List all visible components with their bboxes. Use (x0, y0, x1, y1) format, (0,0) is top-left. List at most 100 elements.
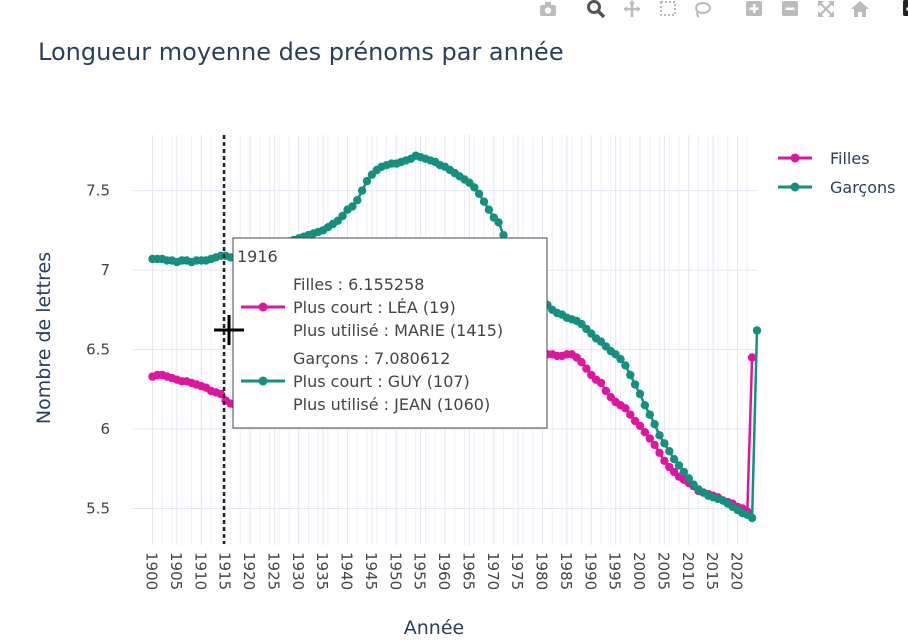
data-point[interactable] (645, 434, 654, 443)
data-point[interactable] (484, 205, 494, 214)
legend-marker-garcons (790, 182, 800, 192)
data-point[interactable] (665, 447, 674, 456)
x-tick-label: 1905 (167, 552, 185, 590)
legend-label-garcons: Garçons (830, 178, 896, 197)
x-tick-label: 1975 (508, 552, 526, 590)
y-tick-label: 5.5 (86, 499, 110, 517)
x-tick-label: 1960 (435, 552, 453, 590)
data-point[interactable] (577, 358, 586, 367)
x-tick-label: 1915 (216, 552, 234, 590)
x-tick-label: 1970 (484, 552, 502, 590)
x-tick-label: 1955 (411, 552, 429, 590)
data-point[interactable] (674, 461, 684, 470)
x-tick-label: 1965 (459, 552, 477, 590)
data-point[interactable] (650, 420, 659, 429)
x-axis-title: Année (404, 617, 464, 639)
data-point[interactable] (660, 439, 669, 448)
data-point[interactable] (640, 401, 650, 410)
data-point[interactable] (357, 186, 367, 195)
data-point[interactable] (679, 467, 689, 477)
camera-icon[interactable] (538, 0, 558, 18)
data-point[interactable] (470, 183, 479, 192)
data-point[interactable] (616, 354, 625, 364)
data-point[interactable] (747, 513, 757, 523)
data-point[interactable] (655, 431, 664, 440)
data-point[interactable] (338, 211, 347, 221)
data-point[interactable] (635, 389, 645, 399)
tooltip-year: 1916 (237, 247, 278, 266)
x-tick-label: 1910 (191, 552, 209, 590)
legend-item-filles[interactable]: Filles (778, 149, 870, 168)
chart-title: Longueur moyenne des prénoms par année (38, 38, 564, 66)
data-point[interactable] (660, 456, 669, 465)
y-tick-label: 7 (100, 261, 110, 279)
data-point[interactable] (655, 448, 664, 457)
x-tick-label: 2010 (679, 552, 697, 590)
tooltip-filles-shortest: Plus court : LÉA (19) (293, 298, 456, 317)
y-tick-label: 6.5 (86, 341, 110, 359)
data-point[interactable] (601, 386, 611, 396)
data-point[interactable] (650, 440, 659, 450)
axis-ticks: 1900 1905 1910 1915 1920 1925 1930 1935 1940 1945… (86, 182, 745, 591)
data-point[interactable] (494, 218, 503, 227)
tooltip-box (232, 237, 548, 429)
home-icon[interactable] (850, 0, 870, 18)
plotly-logo-icon[interactable] (898, 0, 908, 18)
x-tick-label: 1995 (606, 552, 624, 590)
pan-icon[interactable] (622, 0, 642, 18)
x-tick-label: 1990 (581, 552, 599, 590)
tooltip-garcons-shortest: Plus court : GUY (107) (293, 372, 470, 391)
data-point[interactable] (635, 421, 645, 430)
data-point[interactable] (640, 428, 650, 437)
data-point[interactable] (626, 370, 635, 380)
x-tick-label: 1940 (338, 552, 356, 590)
legend-item-garcons[interactable]: Garçons (778, 178, 896, 197)
x-tick-label: 2015 (703, 552, 721, 590)
legend-marker-filles (790, 153, 800, 163)
data-point[interactable] (684, 474, 693, 483)
tooltip-garcons-most-used: Plus utilisé : JEAN (1060) (293, 395, 490, 414)
y-axis-title: Nombre de lettres (33, 252, 55, 424)
x-tick-label: 1980 (533, 552, 551, 590)
zoom-in-icon[interactable] (744, 0, 764, 18)
tooltip-filles-most-used: Plus utilisé : MARIE (1415) (293, 321, 503, 340)
zoom-icon[interactable] (586, 0, 606, 18)
data-point[interactable] (645, 410, 654, 419)
x-tick-label: 1945 (362, 552, 380, 590)
legend: Filles Garçons (778, 149, 896, 197)
data-point[interactable] (474, 189, 484, 198)
tooltip-filles-marker (258, 302, 268, 312)
hover-tooltip: 1916 Filles : 6.155258 Plus court : LÉA … (232, 237, 548, 429)
legend-label-filles: Filles (830, 149, 870, 168)
data-point[interactable] (479, 197, 489, 206)
autoscale-icon[interactable] (816, 0, 836, 18)
tooltip-filles-value: Filles : 6.155258 (293, 275, 424, 294)
tooltip-garcons-marker (258, 376, 268, 386)
data-point[interactable] (752, 326, 762, 335)
x-tick-label: 1925 (264, 552, 282, 590)
data-point[interactable] (630, 380, 640, 389)
data-point[interactable] (353, 196, 362, 205)
data-point[interactable] (362, 176, 372, 186)
x-tick-label: 1985 (557, 552, 575, 590)
modebar (532, 0, 908, 18)
box-select-icon[interactable] (658, 0, 678, 18)
zoom-out-icon[interactable] (780, 0, 800, 18)
data-point[interactable] (499, 230, 508, 240)
data-point[interactable] (669, 455, 679, 464)
data-point[interactable] (621, 361, 630, 370)
x-tick-label: 1920 (240, 552, 258, 590)
data-point[interactable] (626, 410, 635, 419)
x-tick-label: 2020 (728, 552, 746, 590)
y-tick-label: 6 (100, 420, 110, 438)
data-point[interactable] (621, 404, 630, 413)
lasso-icon[interactable] (692, 0, 712, 18)
data-point[interactable] (348, 202, 357, 211)
x-tick-label: 2000 (630, 552, 648, 590)
x-tick-label: 2005 (654, 552, 672, 590)
data-point[interactable] (747, 353, 757, 362)
data-point[interactable] (582, 364, 591, 373)
y-tick-label: 7.5 (86, 182, 110, 200)
data-point[interactable] (596, 378, 606, 388)
